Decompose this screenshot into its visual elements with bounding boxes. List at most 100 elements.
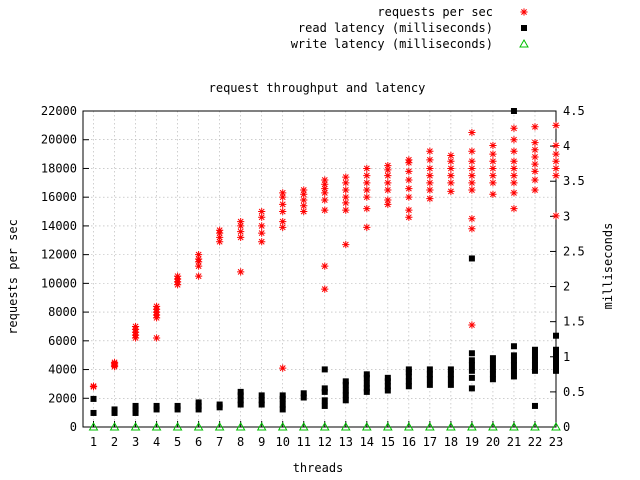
read-latency-point: [531, 346, 538, 353]
requests-per-sec-point: [342, 199, 350, 207]
x-tick-label: 6: [195, 435, 202, 449]
requests-per-sec-point: [426, 164, 434, 173]
y2-tick-label: 1.5: [563, 315, 585, 329]
read-latency-point: [195, 406, 202, 413]
y2-tick-label: 4.5: [563, 104, 585, 118]
read-latency-point: [510, 343, 517, 350]
read-latency-point: [363, 385, 370, 392]
requests-per-sec-point: [426, 156, 434, 164]
y2-tick-label: 0: [563, 420, 570, 434]
y2-axis-ticks: 0 0.5 1 1.5 2 2.5 3 3.5 4 4.5: [550, 104, 585, 434]
x-tick-label: 5: [174, 435, 181, 449]
requests-per-sec-point: [510, 124, 518, 132]
requests-per-sec-point: [468, 157, 476, 165]
requests-per-sec-point: [237, 218, 245, 226]
requests-per-sec-point: [384, 186, 392, 194]
legend-marker-requests: [520, 8, 528, 16]
read-latency-point: [321, 397, 328, 404]
y2-tick-label: 3.5: [563, 174, 585, 188]
requests-per-sec-point: [489, 172, 497, 180]
legend-marker-write-latency: [519, 38, 529, 48]
read-latency-point: [531, 357, 538, 364]
x-tick-label: 10: [275, 435, 289, 449]
y-axis-label: requests per sec: [6, 219, 20, 335]
requests-per-sec-point: [489, 164, 497, 173]
requests-per-sec-point: [384, 166, 392, 174]
write-latency-point: [235, 421, 246, 431]
read-latency-point: [237, 401, 244, 408]
requests-per-sec-point: [405, 156, 413, 164]
y-tick-label: 0: [70, 420, 77, 434]
read-latency-point: [426, 371, 433, 378]
requests-per-sec-point: [279, 200, 287, 208]
requests-per-sec-point: [426, 195, 434, 203]
requests-per-sec-point: [237, 268, 245, 276]
read-latency-point: [237, 392, 244, 399]
x-tick-label: 19: [465, 435, 479, 449]
read-latency-point: [510, 362, 517, 369]
y-tick-label: 4000: [48, 363, 77, 377]
requests-per-sec-point: [489, 190, 497, 198]
x-tick-label: 4: [153, 435, 160, 449]
read-latency-point: [510, 373, 517, 380]
x-tick-label: 14: [360, 435, 374, 449]
read-latency-point: [384, 378, 391, 385]
requests-per-sec-point: [531, 186, 539, 194]
requests-per-sec-point: [195, 251, 203, 259]
read-latency-point: [279, 406, 286, 413]
read-latency-point: [489, 376, 496, 383]
requests-per-sec-point: [447, 157, 455, 165]
requests-per-sec-point: [468, 215, 476, 223]
requests-per-sec-point: [342, 206, 350, 214]
read-latency-point: [510, 367, 517, 374]
requests-per-sec-point: [258, 207, 266, 216]
write-latency-point: [130, 421, 141, 431]
x-tick-label: 8: [237, 435, 244, 449]
requests-per-sec-point: [342, 240, 350, 249]
read-latency-point: [405, 373, 412, 380]
requests-per-sec-point: [405, 206, 413, 214]
read-latency-point: [279, 392, 286, 399]
requests-per-sec-point: [426, 186, 434, 194]
x-axis-ticks: 1 2 3 4 5 6 7 8 9 10 11 12 13 14 15 16 17 18 19 20 21 22 23: [90, 421, 563, 449]
write-latency-point: [509, 421, 519, 431]
requests-per-sec-point: [89, 382, 98, 390]
requests-per-sec-point: [363, 223, 371, 231]
write-latency-point: [109, 421, 120, 431]
requests-per-sec-point: [531, 123, 539, 131]
requests-per-sec-point: [363, 193, 371, 201]
requests-per-sec-point: [531, 153, 539, 161]
requests-per-sec-point: [300, 196, 308, 204]
read-latency-point: [468, 350, 475, 357]
read-latency-point: [342, 378, 349, 385]
requests-per-sec-point: [447, 164, 455, 173]
x-tick-label: 15: [381, 435, 395, 449]
write-latency-point: [88, 421, 99, 431]
x-tick-label: 7: [216, 435, 223, 449]
write-latency-point: [551, 421, 561, 431]
x-tick-label: 21: [507, 435, 521, 449]
requests-per-sec-point: [468, 179, 476, 187]
y-tick-label: 10000: [41, 276, 77, 290]
requests-per-sec-point: [489, 150, 497, 158]
read-latency-point: [342, 381, 349, 388]
read-latency-point: [447, 381, 454, 388]
requests-per-sec-point: [384, 161, 392, 170]
write-latency-point: [298, 421, 309, 431]
read-latency-point: [132, 406, 139, 413]
requests-per-sec-point: [258, 238, 266, 246]
read-latency-point: [342, 387, 349, 394]
requests-per-sec-point: [258, 213, 266, 221]
write-latency-point: [277, 421, 288, 431]
x-tick-label: 16: [402, 435, 416, 449]
x-tick-label: 23: [549, 435, 563, 449]
requests-per-sec-point: [300, 202, 308, 210]
read-latency-point: [258, 392, 265, 399]
x-tick-label: 22: [528, 435, 542, 449]
y2-tick-label: 2.5: [563, 244, 585, 258]
read-latency-point: [237, 397, 244, 404]
write-latency-point: [319, 421, 330, 431]
y2-tick-label: 3: [563, 209, 570, 223]
read-latency-point: [384, 387, 391, 394]
requests-per-sec-point: [510, 157, 518, 165]
